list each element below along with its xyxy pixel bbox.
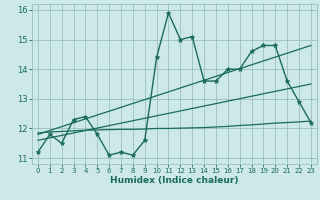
X-axis label: Humidex (Indice chaleur): Humidex (Indice chaleur)	[110, 176, 239, 185]
